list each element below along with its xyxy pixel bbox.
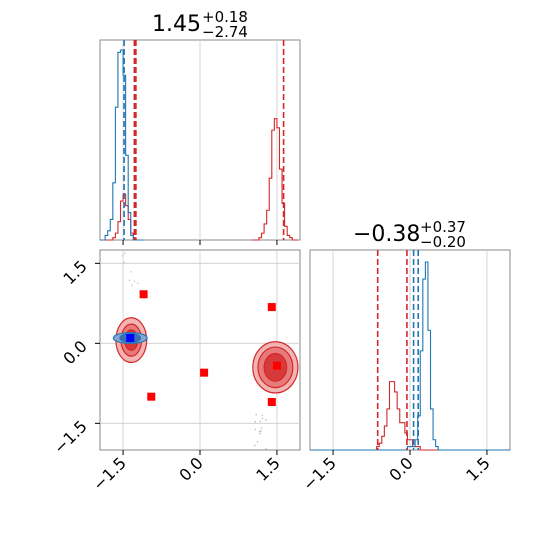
red-square-marker-0 [139,290,148,299]
joint-scatter-ytick-label-1: 0.0 [59,337,90,368]
panel-title-param2-plus: +0.37 [420,218,466,236]
panel-title-param1-plus: +0.18 [202,8,248,26]
histogram-param2-xtick-label-0: −1.5 [299,453,340,494]
sample-dot [265,448,267,450]
sample-dot [121,255,124,257]
red-square-marker-2 [200,368,209,377]
sample-dot [256,441,259,443]
red-square-marker-1 [267,303,276,312]
joint-scatter-ytick-label-2: 1.5 [59,257,90,288]
red-square-marker-4 [267,398,276,406]
histogram-param2-blue [310,261,510,451]
sample-dot [259,420,262,423]
joint-scatter-panel [99,249,301,451]
joint-scatter-sample-dots [121,252,267,450]
sample-dot [254,420,257,423]
sample-dot [260,427,263,429]
joint-scatter-xtick-label-0: −1.5 [89,453,130,494]
histogram-param2-xtick-label-2: 1.5 [462,453,493,484]
panel-title-param2-minus: −0.20 [420,233,466,251]
sample-dot [254,428,257,431]
joint-scatter-xtick-label-2: 1.5 [252,453,283,484]
histogram-param1-blue [100,49,144,241]
sample-dot [133,280,136,283]
histogram-param1-red-left [100,193,144,241]
blue-square-marker-0 [126,334,135,342]
histogram-param1-panel [99,39,301,241]
sample-dot [131,284,133,287]
panel-title-param1-minus: −2.74 [202,23,248,41]
histogram-param2-panel [309,249,511,451]
sample-dot [261,414,264,417]
histogram-param1-quantile-lines [123,40,285,240]
sample-dot [260,430,262,432]
sample-dot [259,432,261,435]
histogram-param2-xtick-label-1: 0.0 [385,453,416,484]
histogram-param2-quantile-lines [376,250,420,450]
sample-dot [254,444,256,447]
histogram-param1-series [100,49,298,241]
panel-title-param1-value: 1.45 [152,12,201,37]
histogram-param2-grid [332,250,488,450]
histogram-param1-red-right [251,118,298,241]
sample-dot [124,252,126,255]
sample-dot [123,261,126,264]
sample-dot [258,430,261,433]
red-square-marker-3 [147,392,156,401]
joint-scatter-ytick-label-0: −1.5 [50,417,91,458]
joint-scatter-xtick-label-1: 0.0 [175,453,206,484]
sample-dot [130,271,133,273]
sample-dot [265,418,267,421]
sample-dot [136,282,139,285]
sample-dot [128,279,131,282]
histogram-param2-series [310,261,510,451]
sample-dot [261,417,264,420]
red-square-marker-5 [272,361,281,370]
joint-scatter-markers [126,290,281,406]
panel-title-param2-value: −0.38 [353,222,420,247]
sample-dot [255,413,257,416]
